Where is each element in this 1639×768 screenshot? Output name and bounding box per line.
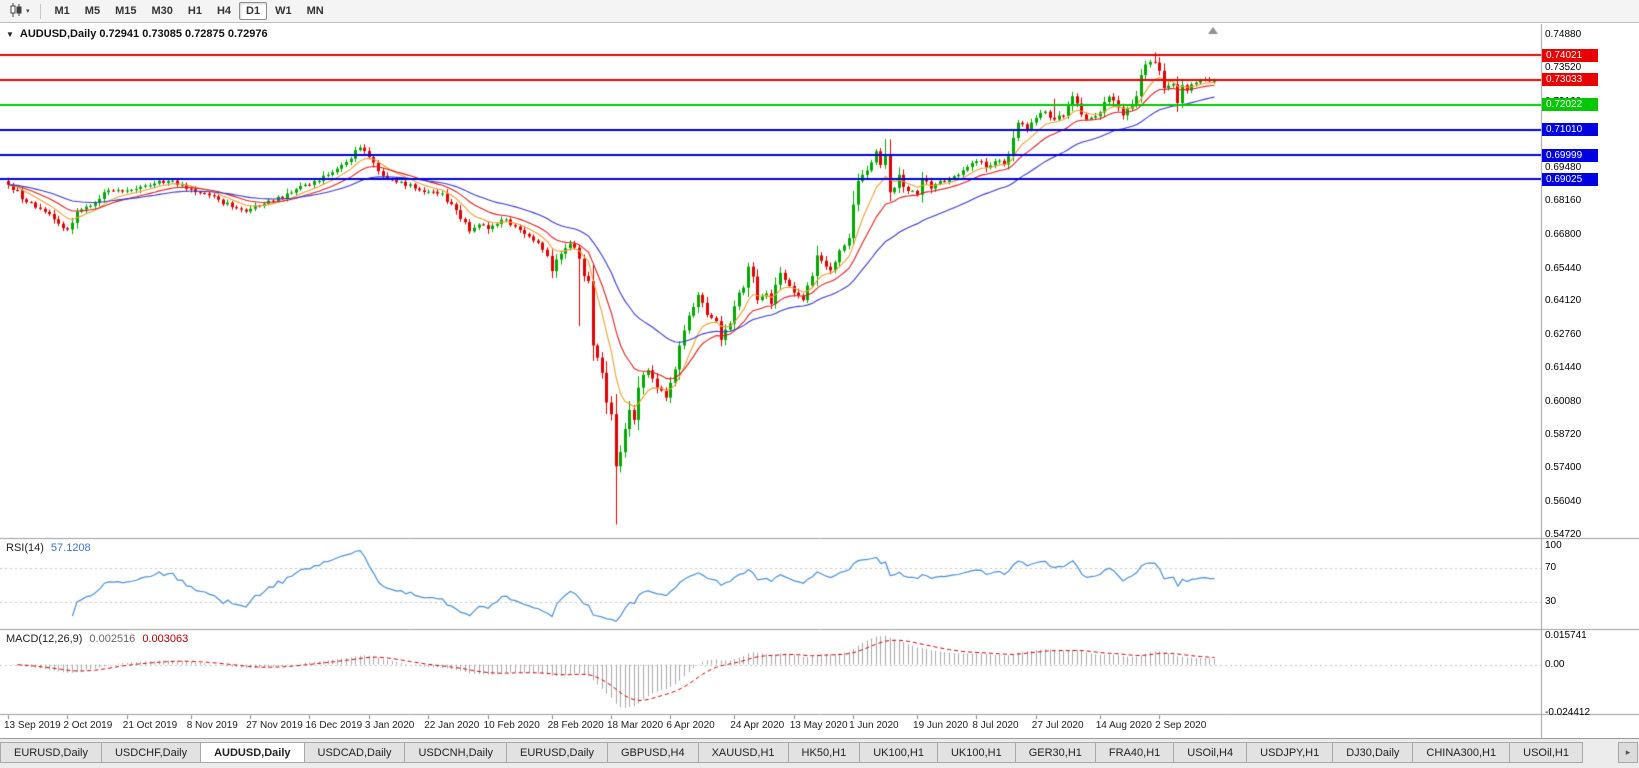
date-axis-label: 2 Oct 2019	[63, 720, 113, 731]
symbol-tab-fra40-h1[interactable]: FRA40,H1	[1095, 742, 1175, 763]
macd-main-value: 0.002516	[89, 633, 136, 645]
timeframe-button-m1[interactable]: M1	[54, 5, 70, 17]
symbol-tab-ger30-h1[interactable]: GER30,H1	[1015, 742, 1096, 763]
date-axis-label: 28 Feb 2020	[547, 720, 604, 731]
date-axis-label: 10 Feb 2020	[483, 720, 540, 731]
date-axis-label: 6 Apr 2020	[666, 720, 715, 731]
date-axis-label: 8 Jul 2020	[972, 720, 1019, 731]
symbol-tab-hk50-h1[interactable]: HK50,H1	[788, 742, 861, 763]
symbol-tab-usoil-h4[interactable]: USOil,H4	[1174, 742, 1248, 763]
symbol-tab-audusd-daily[interactable]: AUDUSD,Daily	[201, 742, 305, 763]
symbol-tab-usdchf-daily[interactable]: USDCHF,Daily	[101, 742, 202, 763]
top-toolbar: ▾ M1 M5 M15 M30 H1 H4 D1 W1 MN	[0, 0, 1639, 23]
symbol-tab-gbpusd-h4[interactable]: GBPUSD,H4	[608, 742, 699, 763]
date-axis-label: 27 Jul 2020	[1031, 720, 1084, 731]
macd-axis-label: 0.015741	[1545, 630, 1587, 641]
timeframe-button-w1[interactable]: W1	[275, 5, 292, 17]
price-axis-label: 0.69480	[1545, 162, 1582, 174]
symbol-tab-eurusd-daily[interactable]: EURUSD,Daily	[507, 742, 608, 763]
macd-indicator-label: MACD(12,26,9) 0.002516 0.003063	[6, 633, 188, 645]
chart-type-tool[interactable]: ▾	[5, 1, 33, 22]
symbol-tab-dj30-daily[interactable]: DJ30,Daily	[1333, 742, 1414, 763]
date-axis-label: 13 May 2020	[789, 720, 848, 731]
date-axis-label: 27 Nov 2019	[246, 720, 303, 731]
symbol-tab-usdcnh-daily[interactable]: USDCNH,Daily	[405, 742, 508, 763]
symbol-tab-xauusd-h1[interactable]: XAUUSD,H1	[698, 742, 789, 763]
rsi-name: RSI(14)	[6, 542, 44, 554]
date-axis-label: 22 Jan 2020	[424, 720, 480, 731]
symbol-tab-uk100-h1[interactable]: UK100,H1	[937, 742, 1016, 763]
symbol-tab-eurusd-daily[interactable]: EURUSD,Daily	[0, 742, 102, 763]
chart-region: ▼ AUDUSD,Daily 0.72941 0.73085 0.72875 0…	[0, 24, 1639, 738]
timeframe-button-d1[interactable]: D1	[239, 2, 268, 20]
timeframe-button-mn[interactable]: MN	[306, 5, 324, 17]
date-axis-label: 18 Mar 2020	[606, 720, 664, 731]
date-axis-label: 2 Sep 2020	[1155, 720, 1207, 731]
timeframe-button-m15[interactable]: M15	[115, 5, 137, 17]
date-axis-label: 24 Apr 2020	[730, 720, 785, 731]
macd-axis-label: -0.024412	[1545, 706, 1591, 718]
chart-ohlc-title: ▼ AUDUSD,Daily 0.72941 0.73085 0.72875 0…	[6, 28, 268, 40]
price-chart-canvas[interactable]	[0, 24, 1639, 738]
price-axis-label: 0.66800	[1545, 228, 1582, 240]
macd-name: MACD(12,26,9)	[6, 633, 83, 645]
symbol-ohlc-text: AUDUSD,Daily 0.72941 0.73085 0.72875 0.7…	[19, 28, 268, 40]
date-axis-label: 19 Jun 2020	[913, 720, 969, 731]
timeframe-button-m30[interactable]: M30	[151, 5, 173, 17]
chart-tabbar: EURUSD,Daily USDCHF,Daily AUDUSD,Daily USDC…	[0, 738, 1639, 768]
price-axis-label: 0.60080	[1545, 395, 1582, 407]
rsi-indicator-label: RSI(14) 57.1208	[6, 542, 91, 554]
toolbar-separator	[39, 3, 41, 19]
price-axis-label: 0.57400	[1545, 462, 1582, 474]
symbol-tab-uk100-h1[interactable]: UK100,H1	[860, 742, 938, 763]
chart-tabs: EURUSD,Daily USDCHF,Daily AUDUSD,Daily USDC…	[0, 742, 1617, 765]
price-axis-label: 0.62760	[1545, 329, 1582, 341]
macd-axis-label: 0.00	[1545, 659, 1565, 671]
price-axis-label: 0.65440	[1545, 262, 1582, 274]
price-axis-label: 0.61440	[1545, 361, 1582, 373]
date-axis-label: 1 Jun 2020	[849, 720, 899, 731]
price-axis-label: 0.68160	[1545, 195, 1582, 207]
tab-scroll-right-button[interactable]: ▸	[1618, 742, 1638, 763]
date-axis-label: 3 Jan 2020	[364, 720, 415, 731]
price-axis-label: 0.73520	[1545, 62, 1582, 74]
date-axis-label: 21 Oct 2019	[122, 720, 178, 731]
price-axis-label: 0.72160	[1545, 95, 1582, 107]
price-axis[interactable]: 0.74880 0.73520 0.72160 0.69480 0.68160 0.668…	[1545, 24, 1639, 738]
symbol-tab-usoil-h1[interactable]: USOil,H1	[1510, 742, 1583, 763]
date-axis-label: 14 Aug 2020	[1095, 720, 1152, 731]
price-axis-label: 0.64120	[1545, 295, 1582, 307]
price-axis-label: 0.74880	[1545, 28, 1582, 40]
date-axis[interactable]: 13 Sep 2019 2 Oct 2019 21 Oct 2019 8 Nov 20…	[0, 715, 1541, 738]
rsi-axis-label: 100	[1545, 539, 1562, 551]
rsi-axis-label: 70	[1545, 562, 1557, 573]
dropdown-caret-icon[interactable]: ▾	[26, 7, 30, 15]
macd-signal-value: 0.003063	[142, 633, 189, 645]
symbol-tab-usdjpy-h1[interactable]: USDJPY,H1	[1247, 742, 1334, 763]
symbol-tab-usdcad-daily[interactable]: USDCAD,Daily	[304, 742, 406, 763]
rsi-value: 57.1208	[50, 542, 91, 554]
rsi-axis-label: 30	[1545, 596, 1557, 607]
price-axis-label: 0.54720	[1545, 528, 1582, 540]
timeframe-button-m5[interactable]: M5	[84, 5, 101, 17]
date-axis-label: 13 Sep 2019	[4, 720, 61, 731]
candlestick-chart-icon	[8, 2, 24, 21]
timeframe-button-h4[interactable]: H4	[216, 5, 232, 17]
symbol-tab-china300-h1[interactable]: CHINA300,H1	[1413, 742, 1511, 763]
timeframe-buttons: M1 M5 M15 M30 H1 H4 D1 W1 MN	[48, 2, 331, 20]
price-axis-label: 0.58720	[1545, 429, 1582, 441]
price-axis-label: 0.56040	[1545, 495, 1582, 507]
date-axis-label: 16 Dec 2019	[305, 720, 363, 731]
collapse-arrow-icon[interactable]: ▼	[6, 29, 14, 39]
timeframe-button-h1[interactable]: H1	[187, 5, 202, 17]
date-axis-label: 8 Nov 2019	[186, 720, 238, 731]
